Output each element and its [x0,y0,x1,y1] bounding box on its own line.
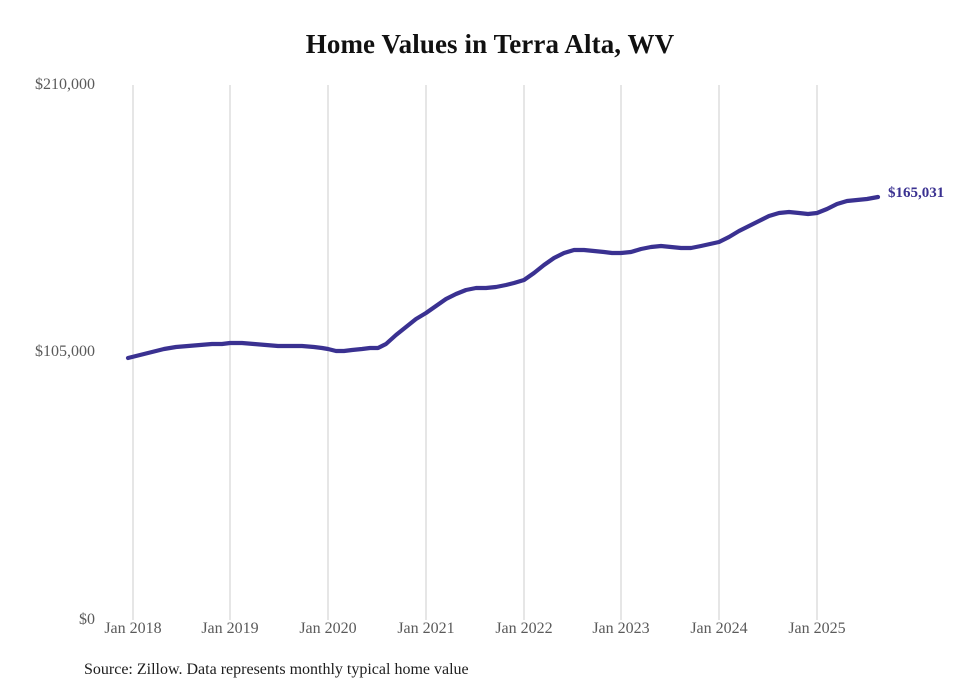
gridlines [132,85,818,620]
y-tick-label-210000: $210,000 [35,76,95,93]
x-tick-label-jan-2024: Jan 2024 [690,620,748,637]
y-tick-label-105000: $105,000 [35,343,95,360]
x-tick-label-jan-2018: Jan 2018 [104,620,162,637]
x-tick-label-jan-2025: Jan 2025 [788,620,846,637]
x-tick-label-jan-2021: Jan 2021 [397,620,455,637]
chart-title: Home Values in Terra Alta, WV [305,29,675,59]
x-tick-label-jan-2020: Jan 2020 [299,620,357,637]
data-series-line [125,194,881,361]
x-tick-label-jan-2023: Jan 2023 [592,620,650,637]
y-tick-label-0: $0 [79,611,95,628]
end-value-annotation: $165,031 [888,185,945,201]
x-tick-label-jan-2019: Jan 2019 [201,620,259,637]
source-note: Source: Zillow. Data represents monthly … [84,661,469,678]
x-tick-label-jan-2022: Jan 2022 [495,620,553,637]
